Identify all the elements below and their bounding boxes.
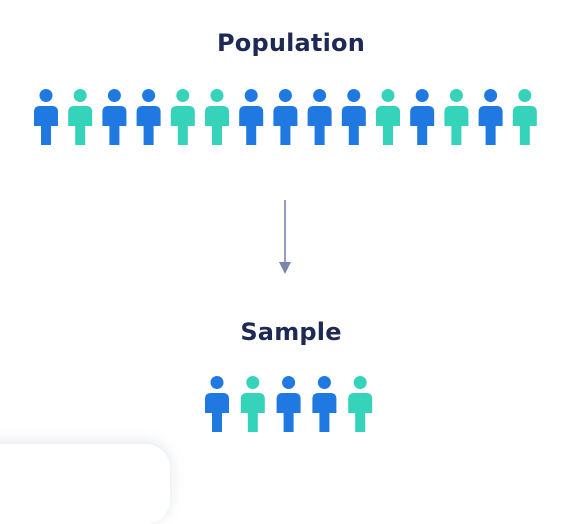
person-icon [273,89,298,145]
person-icon [136,89,161,145]
person-icon [348,376,373,432]
person-icon [312,376,337,432]
sample-group [205,376,373,432]
person-icon [239,89,264,145]
person-icon [68,89,93,145]
person-icon [410,89,435,145]
person-icon [34,89,58,145]
person-icon [512,89,537,145]
person-icon [205,376,229,432]
background-card [0,444,170,524]
arrow-down-icon [279,200,291,274]
person-icon [376,89,400,145]
person-icon [478,89,503,145]
person-icon [205,89,229,145]
person-icon [276,376,301,432]
person-icon [240,376,265,432]
person-icon [170,89,195,145]
person-icon [102,89,127,145]
population-group [34,89,537,145]
person-icon [341,89,366,145]
person-icon [307,89,332,145]
population-sample-diagram: Population Sample [34,29,537,432]
population-title: Population [216,29,366,57]
person-icon [444,89,469,145]
sample-title: Sample [240,318,342,346]
